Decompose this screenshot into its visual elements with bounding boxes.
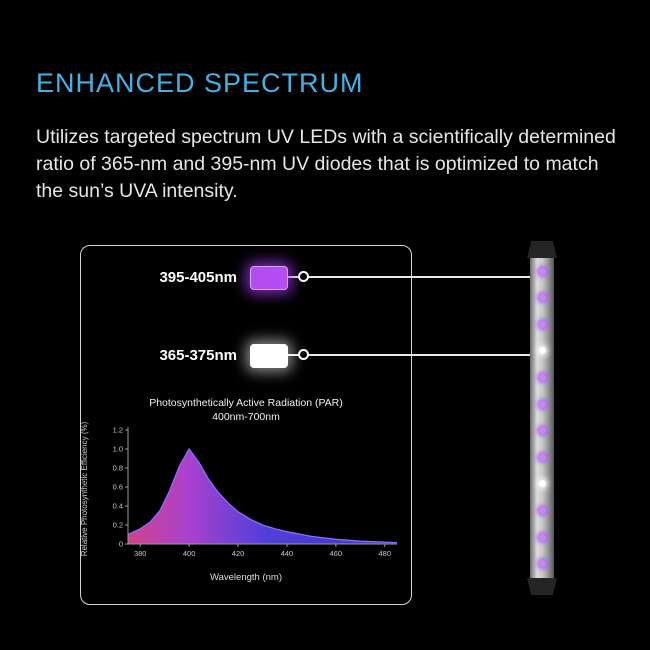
- svg-text:1.2: 1.2: [113, 426, 123, 435]
- spectrum-panel: [80, 245, 412, 605]
- connector-line-395: [288, 276, 534, 278]
- led-dot-purple: [538, 560, 546, 568]
- led-dot-white: [538, 480, 546, 488]
- svg-text:0.4: 0.4: [113, 502, 123, 511]
- svg-text:420: 420: [232, 549, 245, 558]
- page-description: Utilizes targeted spectrum UV LEDs with …: [36, 125, 616, 203]
- par-efficiency-chart: 380 400 420 440 460 480 0 0.2 0.4 0.6 0.8 1.0 1.2: [113, 426, 398, 558]
- svg-text:0.6: 0.6: [113, 483, 123, 492]
- connector-node-395: [298, 271, 309, 282]
- led-dot-purple: [538, 294, 546, 302]
- svg-text:400: 400: [183, 549, 196, 558]
- svg-text:380: 380: [134, 549, 147, 558]
- led-range-label-365: 365-375nm: [159, 347, 237, 364]
- led-dot-purple: [538, 320, 546, 328]
- uv-light-bar: [530, 258, 554, 578]
- led-dot-white: [538, 347, 546, 355]
- led-dot-purple: [538, 400, 546, 408]
- light-bar-end-cap-bottom: [527, 578, 557, 595]
- svg-text:0: 0: [119, 540, 123, 549]
- light-bar-end-cap-top: [527, 241, 557, 258]
- chart-subtitle: 400nm-700nm: [212, 411, 280, 423]
- svg-text:480: 480: [379, 549, 392, 558]
- connector-node-365: [298, 349, 309, 360]
- svg-text:440: 440: [281, 549, 294, 558]
- svg-text:0.8: 0.8: [113, 464, 123, 473]
- page-title: ENHANCED SPECTRUM: [36, 68, 364, 99]
- led-dot-purple: [538, 267, 546, 275]
- led-swatch-white: [250, 344, 288, 368]
- svg-text:1.0: 1.0: [113, 445, 123, 454]
- led-dot-purple: [538, 506, 546, 514]
- led-range-label-395: 395-405nm: [159, 269, 237, 286]
- svg-text:0.2: 0.2: [113, 521, 123, 530]
- chart-x-axis-label: Wavelength (nm): [210, 572, 282, 583]
- svg-text:460: 460: [330, 549, 343, 558]
- led-dot-purple: [538, 453, 546, 461]
- led-dot-purple: [538, 373, 546, 381]
- led-swatch-purple: [250, 266, 288, 290]
- chart-title: Photosynthetically Active Radiation (PAR…: [149, 397, 343, 409]
- led-dot-purple: [538, 533, 546, 541]
- chart-y-axis-label: Relative Photosynthetic Efficiency (%): [80, 421, 89, 557]
- connector-line-365: [288, 354, 534, 356]
- led-dot-purple: [538, 427, 546, 435]
